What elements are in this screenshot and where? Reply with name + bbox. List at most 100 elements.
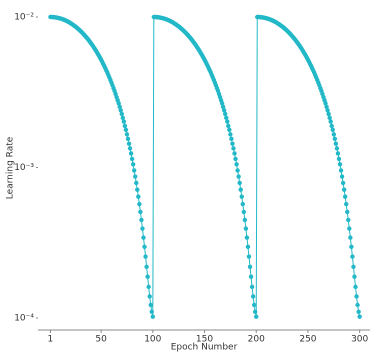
point [323,101,328,106]
point [117,104,122,110]
point [334,146,340,151]
point [224,115,229,120]
point [234,162,239,167]
point [140,226,145,231]
point [346,217,351,223]
point [221,108,227,113]
point [350,254,355,259]
point [240,201,245,207]
point [352,274,357,279]
point [123,127,129,133]
point [357,314,362,319]
point [327,115,332,120]
point [238,187,243,192]
point [243,226,249,231]
point [128,151,134,156]
point [223,111,228,117]
point [120,115,126,120]
point [246,254,252,259]
point [136,194,141,199]
point [124,132,130,137]
y-axis-label: Learning Rate [6,136,16,199]
point [225,119,230,124]
point [332,136,338,142]
point [145,274,150,279]
x-axis-label: Epoch Number [171,343,238,353]
point [134,180,139,186]
point [341,187,347,192]
point [244,235,250,240]
point [338,168,344,173]
point [139,217,144,223]
point [245,244,251,250]
point [227,127,232,133]
point [144,264,149,269]
point [248,274,254,279]
point [254,314,259,319]
point [252,309,258,314]
point [340,180,346,186]
point [133,174,138,179]
point [251,302,257,308]
point [337,162,343,167]
point [138,209,143,215]
point [355,302,360,308]
point [237,180,242,186]
point [325,108,330,113]
point [122,123,128,129]
point [220,104,226,110]
point [150,314,156,319]
point [125,136,131,142]
point [344,201,349,207]
point [126,141,132,146]
point [342,194,348,199]
point [129,156,135,162]
point [130,162,136,167]
point [235,168,240,173]
point [356,309,361,314]
point [146,284,151,290]
point [147,294,152,299]
point [335,151,341,156]
point [247,264,253,269]
point [331,132,337,137]
point [236,174,241,179]
point [149,309,154,314]
point [239,194,244,199]
point [219,101,225,106]
point [333,141,339,146]
point [330,127,335,133]
point [142,244,147,250]
x-tick-label: 250 [299,335,316,345]
point [229,136,234,142]
point [328,119,333,124]
point [148,302,153,308]
x-tick-label: 300 [351,335,368,345]
point [242,217,248,223]
point [116,101,121,106]
point [324,104,329,110]
x-tick-label: 50 [95,335,107,345]
point [349,244,354,250]
x-tick-label: 150 [196,335,213,345]
point [135,187,140,192]
point [250,294,256,299]
point [118,108,123,113]
point [329,123,334,129]
point [351,264,356,269]
point [143,254,148,259]
point [353,284,358,290]
x-tick-label: 100 [144,335,161,345]
point [131,168,137,173]
y-tick-label: 10⁻³ [14,163,34,173]
point [249,284,255,290]
point [137,201,142,207]
point [241,209,247,215]
point [339,174,345,179]
point [347,226,352,231]
point [141,235,146,240]
point [228,132,233,137]
point [226,123,231,129]
point [345,209,350,215]
